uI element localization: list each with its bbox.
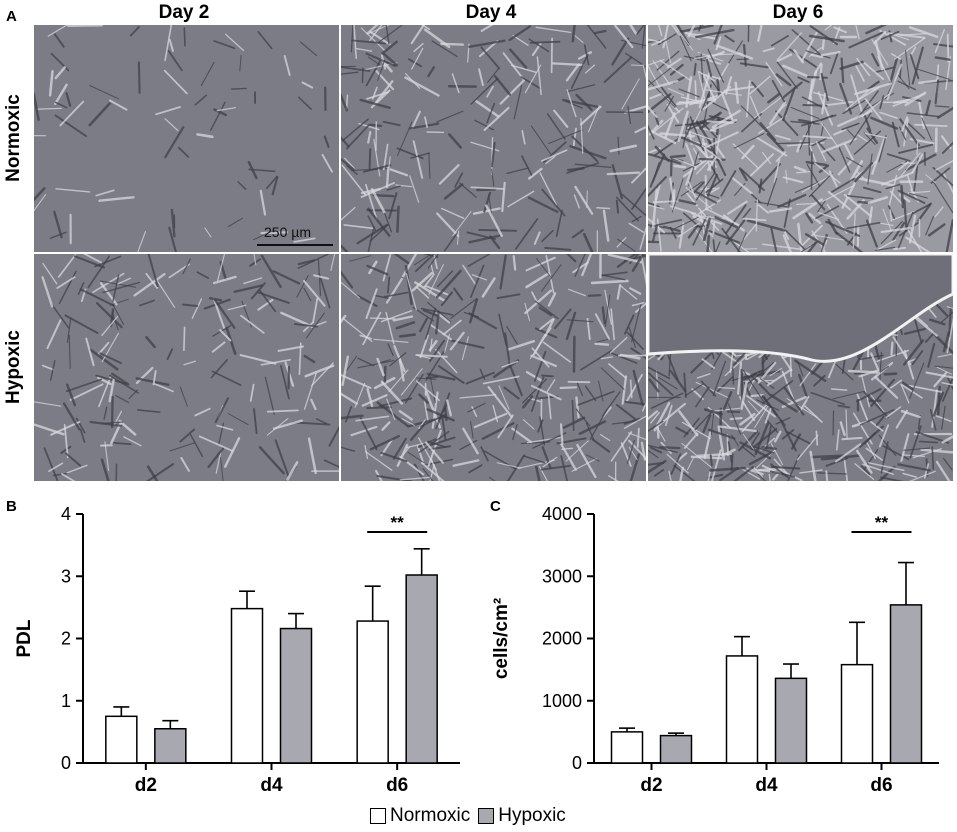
chart-c: 0 1000 2000 3000 4000 cells/cm² d2 d4 d6 **: [491, 504, 939, 796]
micrograph-normoxic-day6: [648, 25, 953, 252]
chart-c-y-axis-label: cells/cm²: [491, 598, 512, 679]
chart-c-x-tick-label-d6: d6: [870, 775, 892, 796]
legend-label-normoxic: Normoxic: [390, 805, 471, 826]
chart-c-bar-hypoxic-d6: [889, 604, 923, 764]
chart-c-y-tick-label-4: 4000: [542, 504, 582, 524]
chart-c-x-tick-label-d2: d2: [640, 775, 662, 796]
chart-c-y-tick-label-2: 2000: [542, 629, 582, 649]
chart-c-significance-label: **: [875, 513, 889, 532]
legend-swatch-normoxic: [370, 808, 386, 824]
chart-c-x-tick-label-d4: d4: [755, 775, 778, 796]
chart-b-significance-label: **: [391, 513, 405, 532]
column-header-day2: Day 2: [158, 2, 210, 23]
chart-b-x-tick-label-d6: d6: [386, 775, 408, 796]
micrograph-hypoxic-day6: [648, 254, 953, 481]
chart-b-y-axis-label: PDL: [14, 619, 35, 657]
chart-c-bar-normoxic-d4: [725, 655, 759, 764]
chart-b-x-tick-label-d4: d4: [260, 775, 283, 796]
chart-c-y-tick-label-0: 0: [572, 753, 582, 773]
chart-b-y-tick-label-1: 1: [61, 691, 71, 711]
micrograph-hypoxic-day4: [341, 254, 646, 481]
chart-c-bar-normoxic-d6: [840, 663, 874, 764]
chart-b-x-tick-label-d2: d2: [135, 775, 157, 796]
chart-b: 0 1 2 3 4 PDL d2 d4 d6 **: [14, 504, 460, 796]
chart-b-bar-hypoxic-d4: [279, 627, 313, 764]
micrograph-normoxic-day2: [34, 25, 339, 252]
chart-b-bar-normoxic-d6: [356, 620, 389, 764]
column-header-day4: Day 4: [465, 2, 517, 23]
panel-c-label: C: [490, 498, 501, 515]
legend-item-hypoxic: Hypoxic: [478, 805, 566, 827]
chart-c-bar-hypoxic-d4: [774, 677, 808, 764]
legend-label-hypoxic: Hypoxic: [498, 805, 566, 826]
chart-b-bar-normoxic-d4: [230, 607, 264, 764]
chart-b-y-tick-label-3: 3: [61, 566, 71, 586]
micrograph-normoxic-day4: [341, 25, 646, 252]
chart-b-y-tick-label-4: 4: [61, 504, 71, 524]
legend-item-normoxic: Normoxic: [370, 805, 470, 827]
chart-c-y-tick-label-1: 1000: [542, 691, 582, 711]
chart-b-y-tick-label-2: 2: [61, 629, 71, 649]
chart-b-bar-hypoxic-d2: [154, 728, 187, 764]
micrograph-hypoxic-day2: [34, 254, 339, 481]
legend-swatch-hypoxic: [478, 808, 495, 824]
column-header-day6: Day 6: [772, 2, 824, 23]
chart-b-bar-hypoxic-d6: [405, 574, 438, 764]
row-header-hypoxic: Hypoxic: [3, 330, 24, 404]
row-header-normoxic: Normoxic: [3, 94, 24, 182]
scale-bar-label: 250 µm: [264, 224, 311, 240]
panel-a-label: A: [6, 8, 17, 25]
panel-b-label: B: [6, 498, 17, 515]
chart-c-bar-hypoxic-d2: [659, 734, 693, 764]
chart-c-bar-normoxic-d2: [610, 731, 644, 764]
legend: Normoxic Hypoxic: [370, 803, 574, 829]
scale-bar: [257, 244, 333, 246]
chart-b-y-tick-label-0: 0: [61, 753, 71, 773]
chart-c-y-tick-label-3: 3000: [542, 566, 582, 586]
chart-b-bar-normoxic-d2: [105, 715, 138, 764]
